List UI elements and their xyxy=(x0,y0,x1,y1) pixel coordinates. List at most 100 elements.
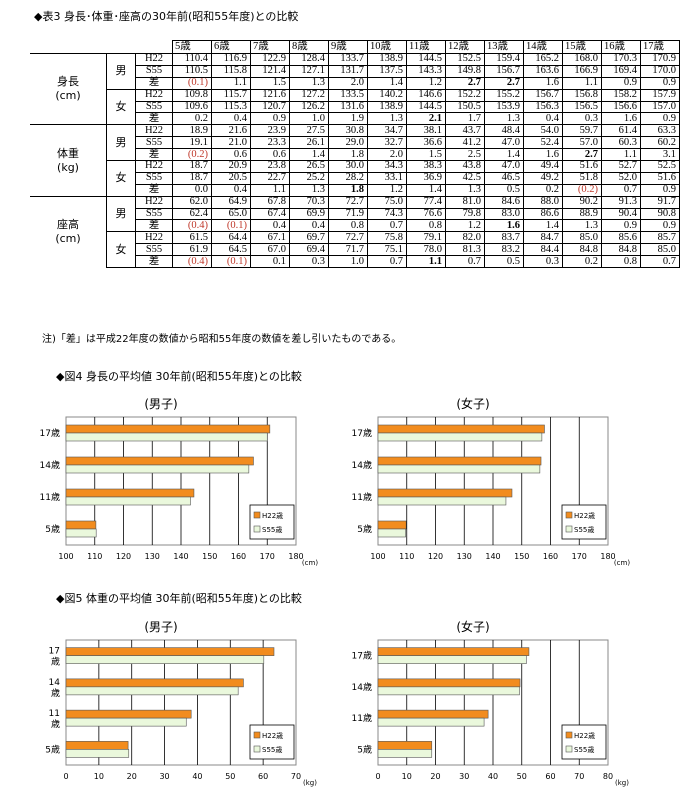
table-cell: 110.5 xyxy=(172,64,212,78)
table-cell: 90.4 xyxy=(601,207,641,221)
bar-s55 xyxy=(65,464,250,474)
legend-label: H22歳 xyxy=(262,731,283,740)
table-cell: 170.3 xyxy=(601,53,641,66)
table-cell: 52.7 xyxy=(601,160,641,173)
x-axis-unit: (cm) xyxy=(614,559,630,567)
legend-swatch xyxy=(253,731,261,739)
table-cell: 150.5 xyxy=(445,100,485,114)
table-cell: 90.2 xyxy=(562,195,602,209)
table-cell: 59.7 xyxy=(562,124,602,138)
table-cell: 18.9 xyxy=(172,124,212,138)
table-cell: 21.6 xyxy=(211,124,251,138)
x-tick-label: 10 xyxy=(94,772,104,781)
table-cell: 1.1 xyxy=(250,183,290,197)
table-cell: 20.5 xyxy=(211,171,251,185)
table-cell: (0.1) xyxy=(211,219,251,233)
table-cell: 121.6 xyxy=(250,88,290,102)
table-cell: 69.4 xyxy=(289,243,329,257)
legend-label: H22歳 xyxy=(574,511,595,520)
table-cell: 144.5 xyxy=(406,53,446,66)
x-tick-label: 70 xyxy=(291,772,301,781)
table-cell: (0.1) xyxy=(211,255,251,269)
table-cell: 1.3 xyxy=(484,112,524,126)
category-label: 体重 (kg) xyxy=(30,124,107,197)
table-cell: 1.8 xyxy=(328,183,368,197)
x-tick-label: 140 xyxy=(173,552,188,561)
table-cell: 91.7 xyxy=(640,195,680,209)
row-label: S55 xyxy=(135,100,173,114)
table-cell: 61.9 xyxy=(172,243,212,257)
table-cell: 77.4 xyxy=(406,195,446,209)
bar-s55 xyxy=(65,432,268,442)
table-cell: 143.3 xyxy=(406,64,446,78)
category-label: 5歳 xyxy=(45,743,60,755)
table-cell: 138.9 xyxy=(367,53,407,66)
age-header: 12歳 xyxy=(445,40,485,54)
table-cell: 1.1 xyxy=(601,148,641,162)
table-cell: 159.4 xyxy=(484,53,524,66)
table-cell: 2.0 xyxy=(328,76,368,90)
age-header: 7歳 xyxy=(250,40,290,54)
table-cell: 1.6 xyxy=(601,112,641,126)
legend-label: S55歳 xyxy=(574,745,594,754)
table-cell: 67.0 xyxy=(250,243,290,257)
table-cell: 85.0 xyxy=(562,231,602,245)
legend-label: H22歳 xyxy=(574,731,595,740)
table-cell: 1.5 xyxy=(250,76,290,90)
table-cell: 0.7 xyxy=(367,255,407,269)
table-cell: 29.0 xyxy=(328,136,368,150)
row-label: H22 xyxy=(135,124,173,138)
x-tick-label: 50 xyxy=(517,772,527,781)
table-cell: 64.4 xyxy=(211,231,251,245)
table-cell: 1.3 xyxy=(289,183,329,197)
table-cell: 0.4 xyxy=(523,112,563,126)
category-label: 14歳 xyxy=(40,459,60,471)
age-header: 17歳 xyxy=(640,40,680,54)
row-label: 差 xyxy=(135,219,173,233)
legend-box xyxy=(561,724,607,760)
bar-h22 xyxy=(65,488,195,498)
x-tick-label: 150 xyxy=(202,552,217,561)
x-tick-label: 130 xyxy=(457,552,472,561)
legend-swatch xyxy=(565,511,573,519)
bar-h22 xyxy=(377,424,545,434)
table-cell: 127.1 xyxy=(289,64,329,78)
table-cell: 51.8 xyxy=(562,171,602,185)
table-cell: 115.7 xyxy=(211,88,251,102)
table-cell: 85.7 xyxy=(640,231,680,245)
table-cell: 0.9 xyxy=(601,76,641,90)
x-tick-label: 0 xyxy=(375,772,380,781)
table-cell: 0.9 xyxy=(250,112,290,126)
table-cell: 20.9 xyxy=(211,160,251,173)
category-label: 17歳 xyxy=(352,650,372,662)
table-cell: 1.2 xyxy=(445,219,485,233)
table-cell: 146.6 xyxy=(406,88,446,102)
sex-label: 男 xyxy=(106,53,136,90)
bar-h22 xyxy=(65,741,129,750)
table-cell: 1.1 xyxy=(562,76,602,90)
table-cell: 0.9 xyxy=(640,112,680,126)
table-cell: 43.7 xyxy=(445,124,485,138)
table-cell: 168.0 xyxy=(562,53,602,66)
table-cell: 1.0 xyxy=(289,112,329,126)
table-cell: 83.0 xyxy=(484,207,524,221)
table-cell: 133.7 xyxy=(328,53,368,66)
table-cell: 81.0 xyxy=(445,195,485,209)
category-label: 5歳 xyxy=(357,523,372,535)
x-tick-label: 170 xyxy=(572,552,587,561)
table-cell: 57.0 xyxy=(562,136,602,150)
legend-label: S55歳 xyxy=(574,525,594,534)
table-cell: 38.3 xyxy=(406,160,446,173)
x-tick-label: 100 xyxy=(370,552,385,561)
table-cell: 18.7 xyxy=(172,160,212,173)
table-cell: 1.3 xyxy=(367,112,407,126)
table-cell: 54.0 xyxy=(523,124,563,138)
category-label: 14歳 xyxy=(352,681,372,693)
legend-box xyxy=(249,724,295,760)
table-cell: 0.7 xyxy=(445,255,485,269)
table-cell: 75.8 xyxy=(367,231,407,245)
x-tick-label: 20 xyxy=(127,772,137,781)
table-cell: 0.1 xyxy=(250,255,290,269)
table-cell: 51.6 xyxy=(640,171,680,185)
table-cell: 23.3 xyxy=(250,136,290,150)
